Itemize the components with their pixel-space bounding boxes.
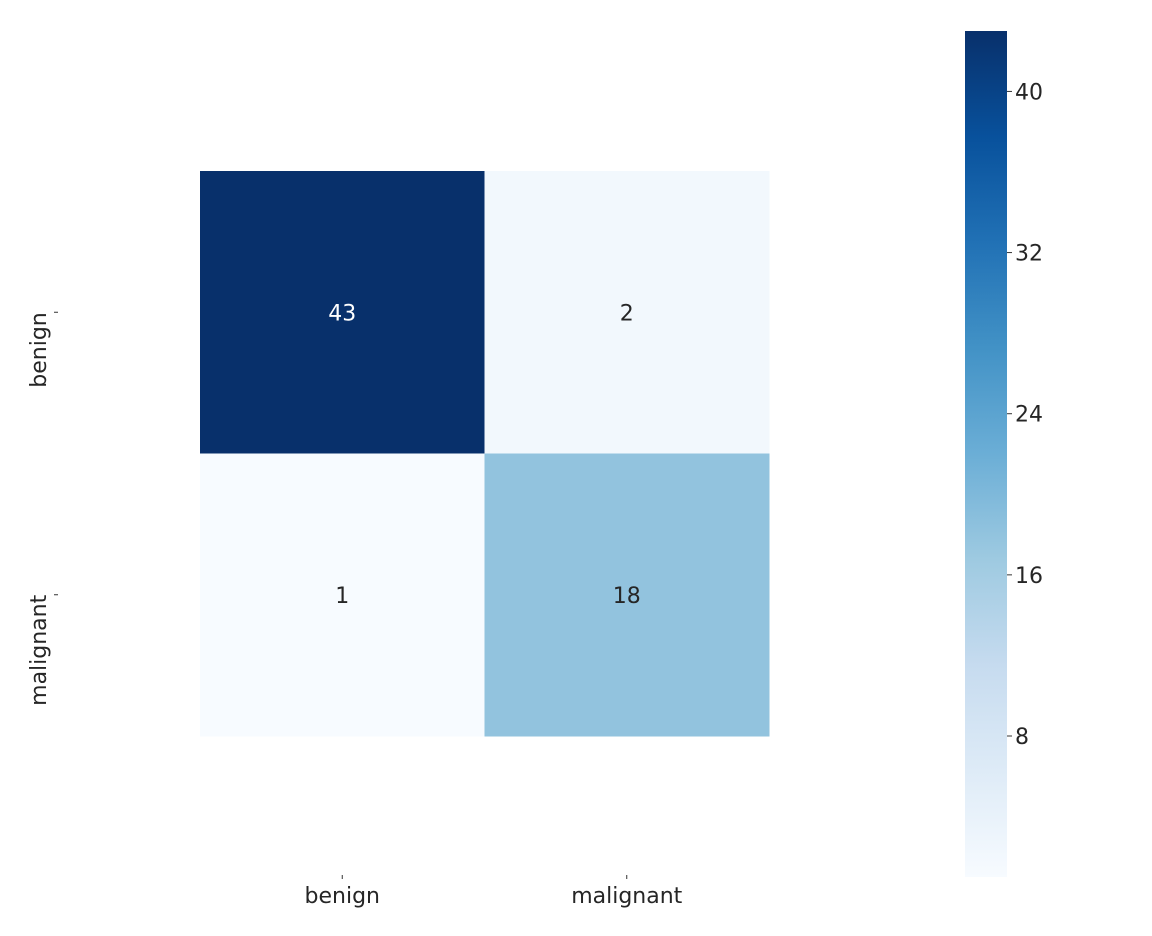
heatmap-cell-0-0 bbox=[200, 171, 485, 454]
cell-value-0-1: 2 bbox=[620, 301, 634, 326]
y-tick-label: benign bbox=[27, 312, 52, 387]
cell-value-1-0: 1 bbox=[335, 584, 349, 609]
y-axis-ticks: benign malignant bbox=[27, 311, 58, 706]
y-tick-label: malignant bbox=[27, 594, 52, 705]
heatmap-cell-1-1 bbox=[484, 453, 770, 737]
cell-value-1-1: 18 bbox=[613, 584, 641, 609]
cell-value-0-0: 43 bbox=[328, 301, 356, 326]
colorbar-tick-label: 24 bbox=[1015, 403, 1043, 428]
colorbar-tick-label: 8 bbox=[1015, 725, 1029, 750]
colorbar-tick-label: 32 bbox=[1015, 242, 1043, 267]
heatmap-cell-1-0 bbox=[200, 453, 485, 737]
x-axis-ticks: benign malignant bbox=[305, 875, 683, 909]
colorbar-tick-label: 16 bbox=[1015, 564, 1043, 589]
colorbar-tick-label: 40 bbox=[1015, 80, 1043, 105]
heatmap-cell-0-1 bbox=[484, 171, 770, 454]
x-tick-label: benign bbox=[305, 884, 380, 909]
colorbar-ticks: 8 16 24 32 40 bbox=[1007, 80, 1043, 750]
heatmap-grid: 43 2 1 18 bbox=[200, 171, 770, 737]
x-tick-label: malignant bbox=[571, 884, 682, 909]
colorbar bbox=[965, 31, 1007, 877]
